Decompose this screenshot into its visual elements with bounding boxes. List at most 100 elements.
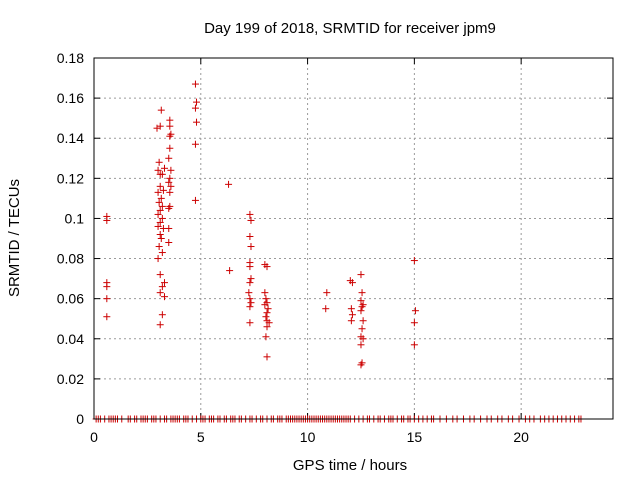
data-point — [103, 295, 111, 303]
data-point — [193, 98, 201, 106]
x-axis-title: GPS time / hours — [293, 457, 407, 474]
data-point — [158, 214, 166, 222]
data-point — [359, 317, 367, 325]
data-point — [246, 232, 254, 240]
data-point — [103, 216, 111, 224]
data-point — [226, 267, 234, 275]
data-point — [165, 154, 173, 162]
data-point — [348, 311, 356, 319]
data-point — [358, 303, 366, 311]
data-point — [158, 170, 166, 178]
plot-frame — [93, 57, 614, 420]
data-point — [322, 305, 330, 313]
data-point — [166, 144, 174, 152]
data-point — [165, 178, 173, 186]
data-point — [193, 118, 201, 126]
data-point — [323, 289, 331, 297]
data-point — [160, 164, 168, 172]
data-point — [165, 224, 173, 232]
data-point — [167, 166, 175, 174]
data-point — [358, 325, 366, 333]
data-point — [359, 335, 367, 343]
y-tick-label: 0.16 — [57, 90, 84, 106]
tick-label-layer: 0 0.02 0.04 0.06 0.08 0.1 0.12 0.14 0.16 0.18 0 5 10… — [57, 50, 529, 445]
y-axis-title: SRMTID / TECUs — [6, 179, 23, 297]
data-point — [156, 218, 164, 226]
data-point — [410, 341, 418, 349]
data-point — [357, 361, 365, 369]
data-point — [158, 283, 166, 291]
y-tick-label: 0.08 — [57, 251, 84, 267]
grid-layer — [94, 58, 613, 419]
data-point — [246, 279, 254, 287]
data-point — [246, 319, 254, 327]
data-point — [246, 210, 254, 218]
data-point — [165, 239, 173, 247]
data-point — [155, 158, 163, 166]
data-point — [264, 305, 272, 313]
data-point — [263, 323, 271, 331]
x-tick-label: 15 — [407, 429, 423, 445]
data-point — [191, 104, 199, 112]
data-point — [261, 301, 269, 309]
data-point — [103, 313, 111, 321]
x-tick-label: 0 — [90, 429, 98, 445]
data-point — [357, 341, 365, 349]
data-point — [191, 196, 199, 204]
data-point — [157, 235, 165, 242]
chart-title: Day 199 of 2018, SRMTID for receiver jpm… — [204, 20, 496, 37]
y-tick-label: 0.18 — [57, 50, 84, 66]
data-point — [154, 255, 162, 263]
data-point — [157, 106, 165, 114]
data-point — [156, 122, 164, 130]
data-point — [410, 257, 418, 265]
data-point — [246, 303, 254, 311]
data-point — [158, 202, 166, 210]
data-point — [156, 271, 164, 279]
data-point — [357, 297, 365, 305]
data-point — [263, 309, 271, 317]
data-point — [247, 275, 255, 283]
data-point — [160, 293, 168, 301]
data-point — [167, 182, 175, 190]
data-point — [347, 305, 355, 313]
data-point — [225, 180, 233, 188]
data-point — [263, 353, 271, 361]
data-point — [191, 80, 199, 88]
data-point — [247, 216, 255, 224]
data-point — [166, 188, 174, 196]
data-point — [156, 321, 164, 329]
y-tick-label: 0.12 — [57, 170, 84, 186]
data-point — [157, 194, 165, 202]
data-point — [165, 204, 173, 212]
data-point — [357, 271, 365, 279]
data-point — [347, 317, 355, 325]
data-point — [410, 319, 418, 327]
y-tick-label: 0.02 — [57, 371, 84, 387]
data-point — [155, 243, 163, 251]
data-point — [262, 313, 270, 321]
data-point — [261, 289, 269, 297]
data-point — [262, 295, 270, 303]
y-tick-label: 0.04 — [57, 331, 84, 347]
data-point — [155, 198, 163, 206]
data-point — [156, 206, 164, 214]
data-point — [166, 174, 174, 182]
data-point — [158, 249, 166, 257]
data-point — [247, 243, 255, 251]
data-point — [357, 307, 365, 315]
data-point — [358, 289, 366, 297]
data-point — [156, 289, 164, 297]
data-point — [265, 319, 273, 327]
data-point — [262, 333, 270, 341]
data-point — [348, 279, 356, 287]
x-tick-label: 10 — [300, 429, 316, 445]
data-point — [154, 222, 162, 230]
y-tick-label: 0 — [76, 411, 84, 427]
data-point — [159, 186, 167, 194]
data-point — [166, 122, 174, 130]
data-points — [92, 80, 585, 423]
data-point — [166, 132, 174, 140]
data-point — [103, 283, 111, 291]
